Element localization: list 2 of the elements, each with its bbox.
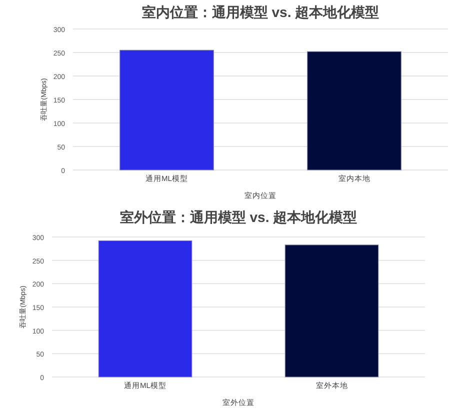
- chart-title: 室外位置：通用模型 vs. 超本地化模型: [120, 209, 358, 225]
- chart-title: 室内位置：通用模型 vs. 超本地化模型: [142, 4, 380, 20]
